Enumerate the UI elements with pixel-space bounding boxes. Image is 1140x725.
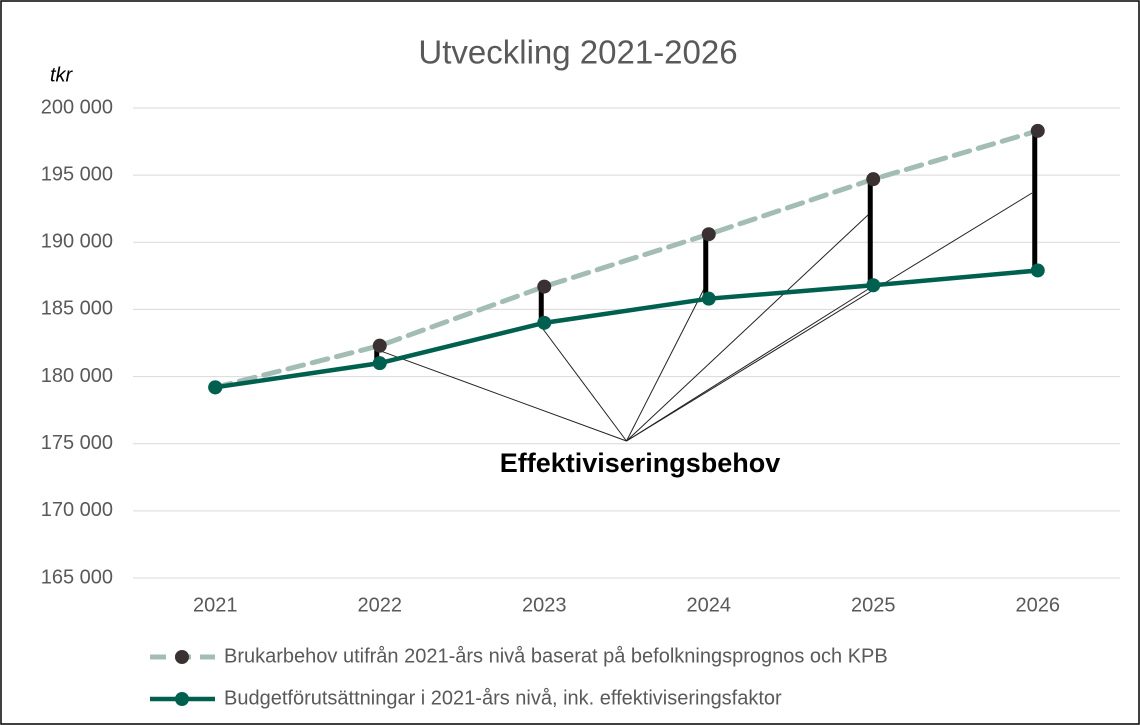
annotation-leader — [626, 192, 1033, 442]
x-tick-label: 2023 — [522, 594, 567, 616]
y-tick-label: 175 000 — [41, 432, 113, 454]
y-tick-label: 165 000 — [41, 566, 113, 588]
point — [1030, 123, 1045, 138]
x-tick-label: 2025 — [851, 594, 896, 616]
y-tick-label: 170 000 — [41, 499, 113, 521]
legend-marker — [175, 692, 189, 706]
y-axis-label: tkr — [50, 64, 74, 86]
point — [701, 291, 716, 306]
series-line — [212, 128, 1041, 390]
x-tick-label: 2024 — [687, 594, 732, 616]
annotation-leader — [626, 214, 869, 442]
y-tick-label: 190 000 — [41, 231, 113, 253]
point — [372, 338, 387, 353]
point — [701, 227, 716, 242]
legend-label: Brukarbehov utifrån 2021-års nivå basera… — [224, 645, 888, 667]
x-tick-label: 2022 — [358, 594, 403, 616]
point — [537, 279, 552, 294]
x-tick-label: 2021 — [193, 594, 238, 616]
point — [1030, 263, 1045, 278]
point — [866, 172, 881, 187]
x-tick-label: 2026 — [1016, 594, 1061, 616]
y-tick-label: 185 000 — [41, 298, 113, 320]
annotation-leader — [539, 324, 627, 442]
chart-title: Utveckling 2021-2026 — [418, 34, 737, 71]
y-tick-label: 200 000 — [41, 96, 113, 118]
point — [866, 278, 881, 293]
y-tick-label: 180 000 — [41, 365, 113, 387]
y-tick-label: 195 000 — [41, 163, 113, 185]
point — [372, 356, 387, 371]
series-line — [213, 268, 1040, 390]
point — [537, 315, 552, 330]
annotation-leader — [626, 287, 871, 442]
annotation-leader — [626, 286, 706, 442]
legend-label: Budgetförutsättningar i 2021-års nivå, i… — [224, 687, 782, 709]
annotation: Effektiviseringsbehov — [500, 448, 781, 478]
annotation-leader — [377, 349, 627, 442]
legend-marker — [175, 650, 189, 664]
point — [208, 380, 223, 395]
